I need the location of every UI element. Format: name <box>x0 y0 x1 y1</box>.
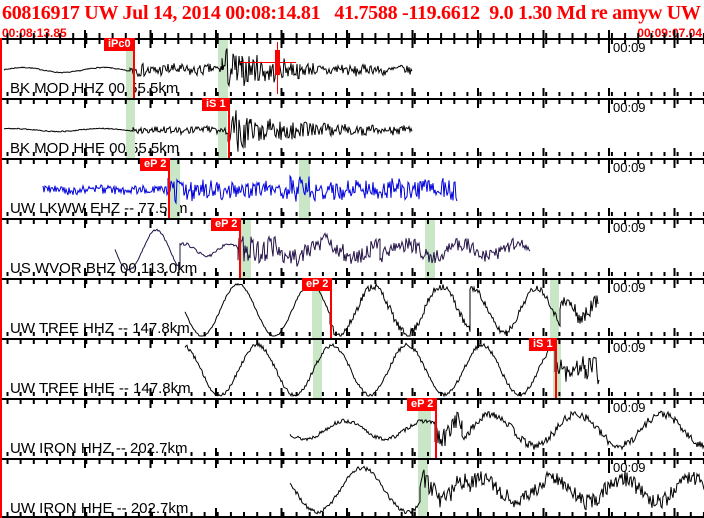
time-tick-label: 00:09 <box>613 340 646 355</box>
waveform-canvas[interactable] <box>0 98 704 158</box>
phase-pick-line[interactable] <box>435 400 437 458</box>
trace-row[interactable]: UW TREE HHZ -- 147.8km 00:09 eP 2 <box>0 278 704 338</box>
station-label: UW IRON HHE -- 202.7km <box>10 500 189 517</box>
waveform-canvas[interactable] <box>0 278 704 338</box>
event-header: 60816917 UW Jul 14, 2014 00:08:14.81 41.… <box>2 2 704 24</box>
arrival-window-band <box>425 220 435 278</box>
time-tick-label: 00:09 <box>613 220 646 235</box>
trace-row[interactable]: BK MOD HHE 00 55.5km 00:09 iS 1 <box>0 98 704 158</box>
amplitude-cursor-horizontal[interactable] <box>240 62 296 63</box>
left-boundary-marker <box>0 38 2 518</box>
trace-row[interactable]: UW LKWW EHZ -- 77.5km 00:09 eP 2 <box>0 158 704 218</box>
time-tick-label: 00:09 <box>613 280 646 295</box>
waveform-canvas[interactable] <box>0 338 704 398</box>
waveform-path[interactable] <box>289 410 704 451</box>
phase-pick-flag[interactable]: iS 1 <box>202 98 230 111</box>
waveform-path[interactable] <box>42 174 458 205</box>
tick-marks <box>0 278 704 336</box>
station-label: UW IRON HHZ -- 202.7km <box>10 440 188 457</box>
time-tick-label: 00:09 <box>613 460 646 475</box>
tick-marks <box>0 158 704 216</box>
phase-pick-flag[interactable]: iPc0 <box>104 38 135 51</box>
tick-marks <box>0 218 704 276</box>
phase-pick-flag[interactable]: iS 1 <box>529 338 557 351</box>
time-tick-label: 00:09 <box>613 400 646 415</box>
arrival-window-band <box>170 160 180 218</box>
arrival-window-band <box>553 340 561 398</box>
time-tick-label: 00:09 <box>613 160 646 175</box>
waveform-canvas[interactable] <box>0 158 704 218</box>
trace-row[interactable]: UW TREE HHE -- 147.8km 00:09 iS 1 <box>0 338 704 398</box>
arrival-window-band <box>313 340 322 398</box>
waveform-canvas[interactable] <box>0 218 704 278</box>
phase-pick-line[interactable] <box>228 100 230 158</box>
station-label: UW TREE HHE -- 147.8km <box>10 380 191 397</box>
arrival-window-band <box>418 460 428 518</box>
arrival-window-band <box>312 280 322 338</box>
waveform-path[interactable] <box>289 465 704 515</box>
phase-pick-flag[interactable]: eP 2 <box>211 218 242 231</box>
phase-pick-line[interactable] <box>555 340 557 398</box>
trace-row[interactable]: US WVOR BHZ 00 113.0km 00:09 eP 2 <box>0 218 704 278</box>
trace-panel: BK MOD HHZ 00 55.5km 00:09 iPc0 BK MOD H… <box>0 30 704 518</box>
arrival-window-band <box>126 100 135 158</box>
station-label: UW TREE HHZ -- 147.8km <box>10 320 190 337</box>
arrival-window-band <box>418 400 431 458</box>
trace-row[interactable]: UW IRON HHE -- 202.7km 00:09 <box>0 458 704 518</box>
arrival-window-band <box>299 160 310 218</box>
waveform-path[interactable] <box>184 281 599 337</box>
amplitude-marker-bar[interactable] <box>275 50 280 75</box>
trace-row[interactable]: BK MOD HHZ 00 55.5km 00:09 iPc0 <box>0 30 704 98</box>
waveform-path[interactable] <box>3 110 413 152</box>
waveform-path[interactable] <box>114 228 531 272</box>
tick-marks <box>0 30 704 96</box>
tick-marks <box>0 458 704 518</box>
phase-pick-flag[interactable]: eP 2 <box>407 398 438 411</box>
tick-marks <box>0 398 704 456</box>
phase-pick-line[interactable] <box>133 40 135 98</box>
phase-pick-flag[interactable]: eP 2 <box>302 278 333 291</box>
tick-marks <box>0 98 704 156</box>
waveform-canvas[interactable] <box>0 458 704 518</box>
phase-pick-flag[interactable]: eP 2 <box>140 158 171 171</box>
waveform-path[interactable] <box>3 48 413 88</box>
phase-pick-line[interactable] <box>239 220 241 278</box>
time-tick-label: 00:09 <box>613 40 646 55</box>
waveform-canvas[interactable] <box>0 398 704 458</box>
arrival-window-band <box>550 280 559 338</box>
phase-pick-line[interactable] <box>330 280 332 338</box>
arrival-window-band <box>218 100 227 158</box>
trace-row[interactable]: UW IRON HHZ -- 202.7km 00:09 eP 2 <box>0 398 704 458</box>
waveform-path[interactable] <box>184 342 600 398</box>
window-end-time: 00:09:07.04 <box>637 26 702 40</box>
waveform-canvas[interactable] <box>0 30 704 98</box>
tick-marks <box>0 338 704 396</box>
phase-pick-line[interactable] <box>168 160 170 218</box>
time-tick-label: 00:09 <box>613 100 646 115</box>
arrival-window-band <box>241 220 251 278</box>
